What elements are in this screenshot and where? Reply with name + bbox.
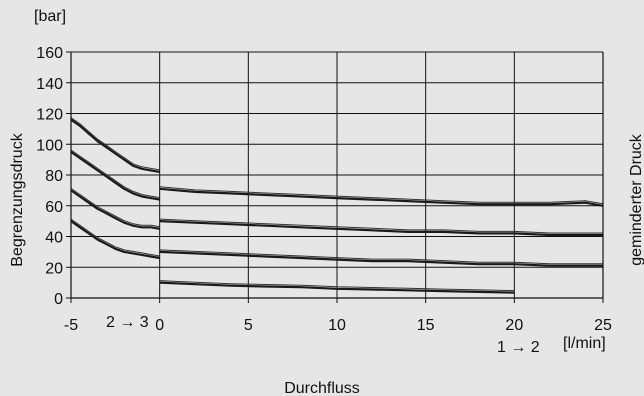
series-line-6 — [159, 220, 603, 237]
series-line-8-repeat — [159, 280, 515, 292]
series-line-3 — [70, 189, 160, 230]
x-tick-label: 25 — [594, 317, 612, 334]
series-line-5-repeat — [159, 186, 604, 205]
series-line-6-repeat — [159, 218, 603, 234]
y-tick-label: 0 — [54, 291, 63, 308]
series-line-1-repeat — [70, 117, 160, 171]
series-line-7 — [159, 250, 603, 267]
series-line-7-repeat — [159, 249, 603, 265]
series-line-3-repeat — [70, 187, 160, 228]
y-tick-label: 20 — [45, 260, 63, 277]
series-line-1 — [70, 118, 160, 173]
series-layer — [70, 117, 604, 294]
grid-lines — [71, 51, 604, 298]
x-tick-label: 15 — [417, 317, 435, 334]
axes — [66, 51, 604, 303]
y-tick-label: 120 — [36, 107, 63, 124]
x-tick-label: 20 — [505, 317, 523, 334]
y-axis-title-right: geminderter Druck — [628, 133, 644, 266]
x-unit-label: [l/min] — [563, 335, 606, 352]
flow-direction-left-label: 2 → 3 — [106, 314, 149, 331]
series-line-8 — [159, 281, 515, 294]
y-tick-label: 160 — [36, 45, 63, 62]
series-line-4-repeat — [70, 218, 160, 257]
series-line-2 — [70, 150, 160, 201]
y-tick-label: 40 — [45, 230, 63, 247]
x-tick-label: 10 — [328, 317, 346, 334]
y-tick-label: 60 — [45, 199, 63, 216]
y-axis-title-left: Begrenzungsdruck — [9, 132, 26, 266]
y-unit-label: [bar] — [34, 8, 66, 25]
series-line-2-repeat — [70, 149, 160, 199]
flow-direction-right-label: 1 → 2 — [497, 339, 540, 356]
y-tick-label: 100 — [36, 137, 63, 154]
series-line-4 — [70, 220, 160, 260]
x-tick-label: -5 — [64, 317, 78, 334]
y-tick-label: 80 — [45, 168, 63, 185]
series-line-5 — [159, 187, 604, 207]
y-tick-label: 140 — [36, 76, 63, 93]
x-tick-label: 0 — [155, 317, 164, 334]
x-axis-title: Durchfluss — [284, 380, 360, 396]
x-tick-label: 5 — [244, 317, 253, 334]
